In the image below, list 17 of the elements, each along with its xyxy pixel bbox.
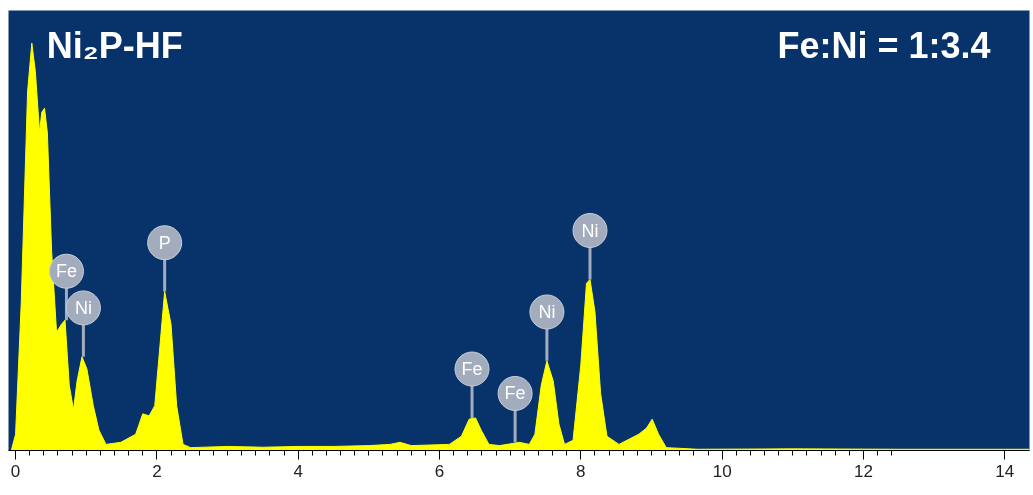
x-tick-label: 8 — [576, 461, 586, 481]
x-tick-label: 0 — [10, 461, 21, 481]
x-tick-label: 6 — [434, 461, 445, 481]
annotation: Fe:Ni = 1:3.4 — [777, 24, 991, 66]
annotation: Fe — [461, 359, 483, 380]
annotation: Ni — [581, 220, 599, 241]
x-tick-label: 10 — [712, 461, 732, 481]
annotation: Ni — [538, 301, 556, 322]
x-tick-label: 4 — [293, 461, 303, 481]
x-tick-label: 12 — [854, 461, 873, 481]
annotation: P — [158, 232, 171, 253]
chart-title: Ni₂P-HF — [46, 24, 183, 66]
annotation: Ni — [74, 297, 92, 318]
x-tick-label: 2 — [152, 461, 162, 481]
x-tick-label: 14 — [995, 461, 1015, 481]
annotation: Fe — [504, 383, 526, 404]
annotation: Fe — [55, 261, 77, 282]
